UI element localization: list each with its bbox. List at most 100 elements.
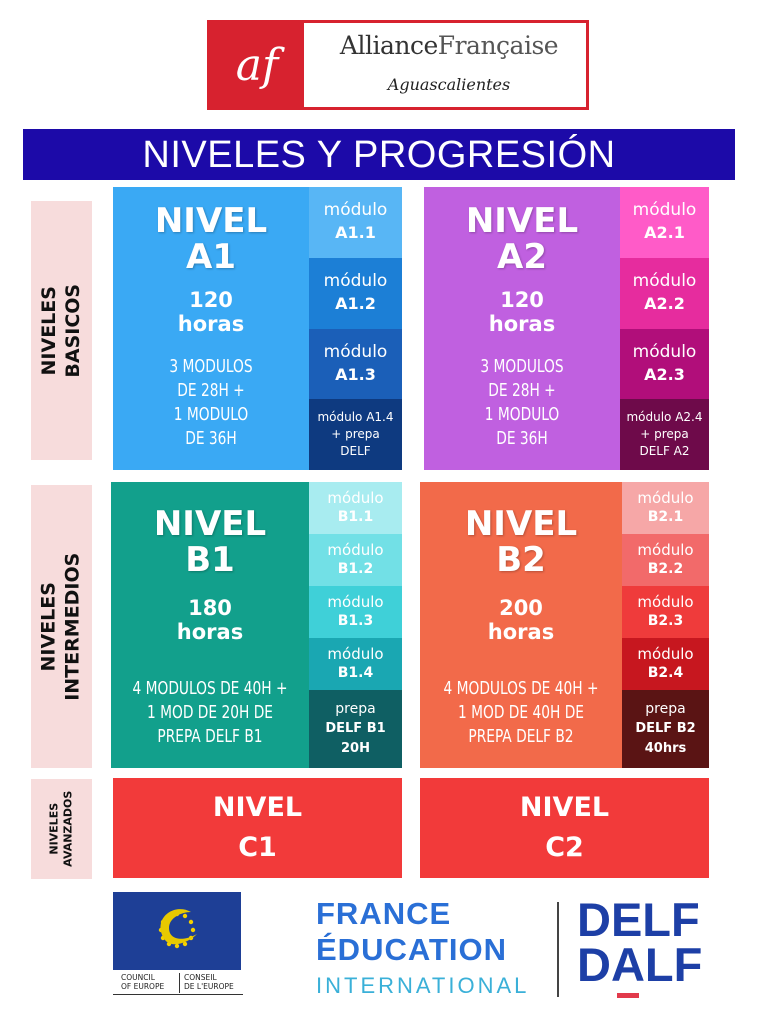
module-b1-2: módulo B1.2 [309,534,402,586]
delf-dalf-logo: DELF DALF [577,893,727,997]
level-b2-title-line2: B2 [496,540,546,580]
module-line: 40hrs [644,741,687,756]
level-a1-title: NIVEL A1 [113,203,309,275]
module-word: módulo [637,645,694,663]
module-code: A2.1 [644,223,685,243]
level-a2-title-line1: NIVEL [465,201,579,241]
level-b1-hours: 180 horas [111,596,309,644]
side-label-intermediate: NIVELES INTERMEDIOS [31,485,92,768]
module-line: prepa [645,701,686,717]
module-line: 20H [341,741,370,756]
level-b2-hours-value: 200 [499,596,543,620]
level-a1-desc-line: 3 MODULOS [169,356,253,377]
module-a1-2: módulo A1.2 [309,257,402,329]
module-word: módulo [637,489,694,507]
module-b1-4: módulo B1.4 [309,638,402,690]
coe-label-en: COUNCIL OF EUROPE [113,973,177,991]
module-line: DELF A2 [639,444,690,459]
module-code: A2.3 [644,364,685,384]
level-b1-hours-unit: horas [176,620,244,644]
level-b2-desc-line: 1 MOD DE 40H DE [457,702,585,723]
council-of-europe-flag [113,892,241,970]
coe-label-fr-line: CONSEIL [184,973,217,982]
module-word: módulo [327,489,384,507]
side-label-advanced: NIVELES AVANZADOS [31,779,92,879]
level-a1-title-line2: A1 [186,237,236,277]
dalf-text: DALF [577,938,703,991]
coe-label-fr-line: DE L'EUROPE [184,982,234,991]
level-c1-line1: NIVEL [212,792,303,823]
level-b1-desc-line: 4 MODULOS DE 40H + [132,678,288,699]
module-word: módulo [637,593,694,611]
level-a2-description: 3 MODULOS DE 28H + 1 MODULO DE 36H [439,355,606,451]
level-b2-modules: módulo B2.1 módulo B2.2 módulo B2.3 módulo B… [622,482,709,768]
module-word: módulo [323,200,388,221]
level-a1-desc-line: DE 36H [185,428,237,449]
coe-label-en-line: COUNCIL [121,973,155,982]
level-b2-desc-line: PREPA DELF B2 [468,726,574,747]
level-a2-panel: NIVEL A2 120 horas 3 MODULOS DE 28H + 1 MO… [424,187,620,470]
delf-text: DELF [577,893,700,946]
level-a2-hours-unit: horas [488,312,556,336]
module-line: + prepa [331,427,380,442]
level-a1-desc-line: 1 MODULO [173,404,249,425]
module-word: módulo [327,645,384,663]
level-b1-title-line1: NIVEL [153,504,267,544]
level-a2-desc-line: DE 28H + [488,380,556,401]
level-c2-panel: NIVEL C2 [420,778,709,878]
level-b2-description: 4 MODULOS DE 40H + 1 MOD DE 40H DE PREPA… [435,677,607,749]
page-title: NIVELES Y PROGRESIÓN [23,129,735,180]
level-a2-hours-value: 120 [500,288,544,312]
council-of-europe-labels: COUNCIL OF EUROPE CONSEIL DE L'EUROPE [113,973,243,995]
module-a2-4: módulo A2.4 + prepa DELF A2 [620,399,709,470]
module-a1-1: módulo A1.1 [309,187,402,258]
fei-line-education: ÉDUCATION [316,932,507,967]
module-word: módulo [637,541,694,559]
level-b2-title-line1: NIVEL [464,504,578,544]
module-code: A1.3 [335,364,376,384]
fei-line-france: FRANCE [316,896,452,931]
level-b1-hours-value: 180 [188,596,232,620]
alliance-francaise-logo: af AllianceFrançaise Aguascalientes [207,20,589,110]
module-code: B1.3 [337,613,374,629]
coe-label-en-line: OF EUROPE [121,982,165,991]
side-label-advanced-line1: NIVELES [47,803,61,855]
module-line: módulo A1.4 [317,410,394,425]
side-label-basic-line1: NIVELES [37,285,60,376]
level-b1-title: NIVEL B1 [111,506,309,578]
module-code: B1.1 [337,509,374,525]
logo-city: Aguascalientes [387,75,511,94]
side-label-intermediate-line1: NIVELES [37,581,60,672]
footer-divider [557,902,559,997]
level-a1-title-line1: NIVEL [154,201,268,241]
module-a2-1: módulo A2.1 [620,187,709,258]
level-b1-desc-line: 1 MOD DE 20H DE [146,702,274,723]
af-logo-mark: af [210,23,304,107]
side-label-basic: NIVELES BASICOS [31,201,92,460]
module-a2-3: módulo A2.3 [620,328,709,400]
level-a2-title: NIVEL A2 [424,203,620,275]
level-a2-hours: 120 horas [424,288,620,336]
logo-name-francaise: Française [437,31,559,60]
module-b1-prepa: prepa DELF B1 20H [309,690,402,768]
module-word: módulo [632,341,697,362]
level-a1-description: 3 MODULOS DE 28H + 1 MODULO DE 36H [128,355,295,451]
level-a1-hours-unit: horas [177,312,245,336]
side-label-advanced-line2: AVANZADOS [61,790,75,868]
level-c1-line2: C1 [238,832,277,863]
module-b2-prepa: prepa DELF B2 40hrs [622,690,709,768]
logo-name: AllianceFrançaise [314,31,584,60]
level-b2-desc-line: 4 MODULOS DE 40H + [443,678,599,699]
module-code: B1.4 [337,665,374,681]
module-a1-3: módulo A1.3 [309,328,402,400]
module-code: A2.2 [644,294,685,314]
level-a1-hours-value: 120 [189,288,233,312]
level-c1-panel: NIVEL C1 [113,778,402,878]
level-b2-title: NIVEL B2 [420,506,622,578]
module-code: B2.4 [647,665,684,681]
module-word: módulo [327,593,384,611]
module-word: módulo [323,341,388,362]
module-code: A1.1 [335,223,376,243]
module-b2-1: módulo B2.1 [622,482,709,534]
level-a2-modules: módulo A2.1 módulo A2.2 módulo A2.3 módulo … [620,187,709,470]
